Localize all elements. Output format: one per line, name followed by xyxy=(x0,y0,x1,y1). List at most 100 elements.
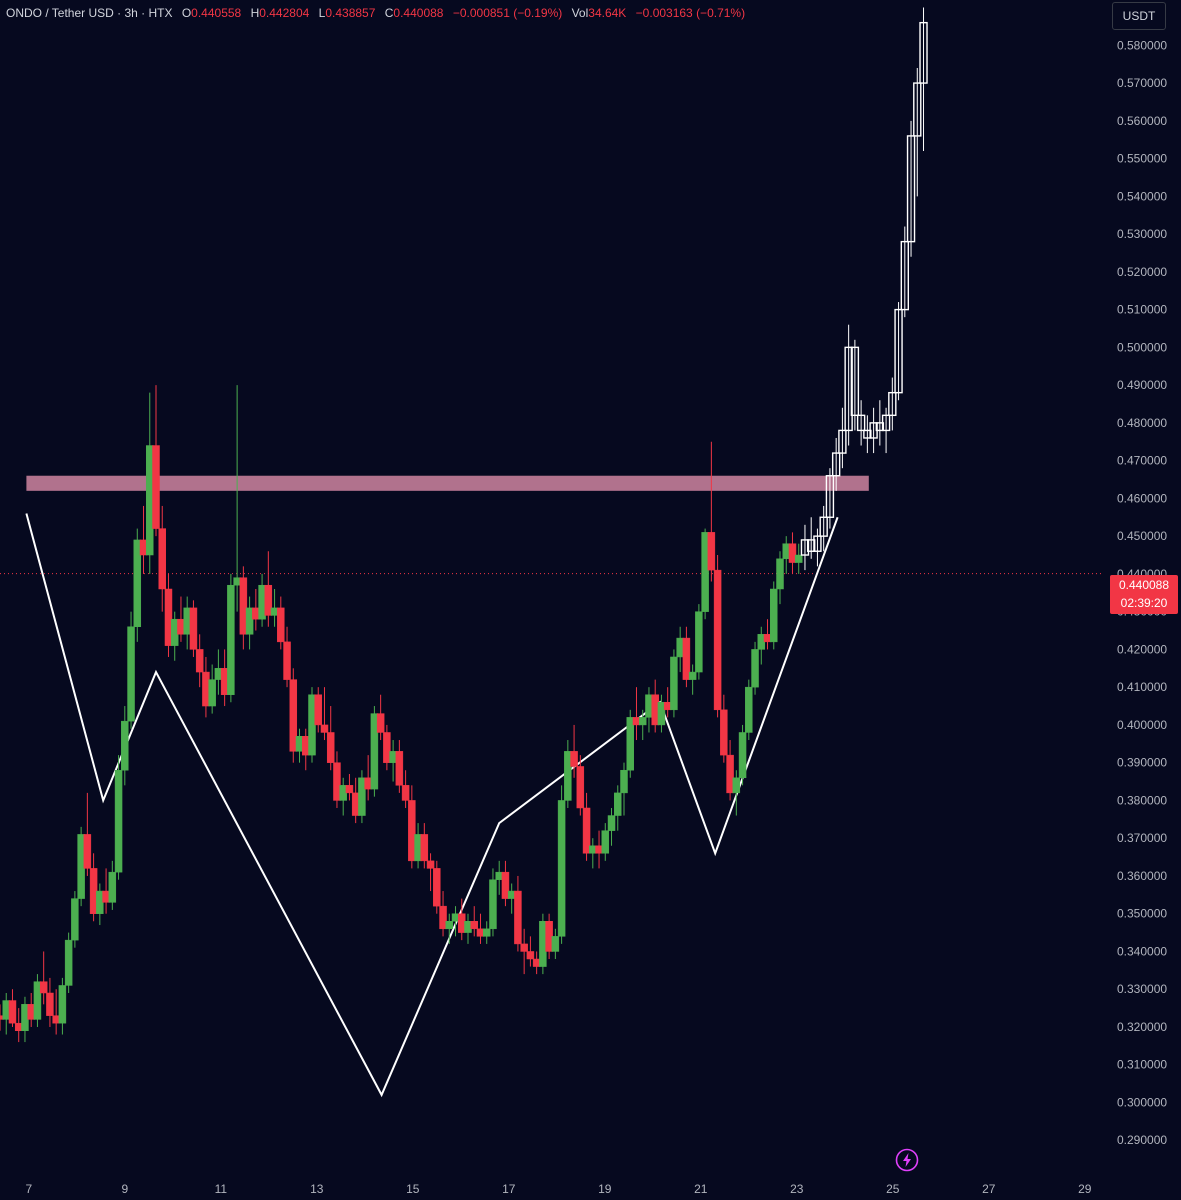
projection-candle-9 xyxy=(856,400,866,446)
candle-body xyxy=(408,800,416,862)
candle-6 xyxy=(33,974,42,1027)
candle-body xyxy=(831,452,841,477)
candle-37 xyxy=(227,573,235,703)
x-tick-label-3: 13 xyxy=(310,1182,324,1196)
y-tick-label-2: 0.310000 xyxy=(1117,1058,1167,1072)
candle-body xyxy=(745,686,753,733)
candle-body xyxy=(875,422,885,432)
candle-72 xyxy=(445,913,454,944)
lightning-icon[interactable] xyxy=(895,1148,919,1172)
y-tick-label-29: 0.580000 xyxy=(1117,38,1167,52)
candle-body xyxy=(545,921,553,952)
close-label: C xyxy=(384,6,394,20)
candle-101 xyxy=(626,709,634,778)
change-value: −0.000851 (−0.19%) xyxy=(452,6,563,20)
candle-body xyxy=(856,414,866,432)
candle-body xyxy=(757,634,766,650)
candle-109 xyxy=(676,626,684,673)
candle-body xyxy=(52,1015,60,1024)
y-tick-label-20: 0.490000 xyxy=(1117,378,1167,392)
candle-4 xyxy=(21,996,29,1043)
candle-body xyxy=(819,516,828,537)
candle-61 xyxy=(376,694,385,741)
candle-19 xyxy=(114,755,123,880)
candle-body xyxy=(21,1004,29,1031)
candle-43 xyxy=(264,551,273,627)
y-tick-label-6: 0.350000 xyxy=(1117,907,1167,921)
candle-body xyxy=(514,890,522,945)
candle-body xyxy=(713,569,722,711)
projection-candle-19 xyxy=(919,7,928,152)
candle-body xyxy=(433,868,441,907)
candle-body xyxy=(482,928,491,937)
candle-47 xyxy=(289,668,298,763)
candle-body xyxy=(900,240,909,311)
candle-56 xyxy=(345,774,354,801)
last-price-value: 0.440088 xyxy=(1118,578,1170,592)
candle-51 xyxy=(314,687,322,733)
candle-119 xyxy=(738,724,747,786)
candle-body xyxy=(881,414,891,432)
candle-108 xyxy=(670,649,678,718)
candle-41 xyxy=(252,589,260,631)
projection-candle-0 xyxy=(800,524,810,571)
candle-76 xyxy=(470,906,478,937)
candle-body xyxy=(102,890,110,903)
candle-body xyxy=(33,981,42,1020)
candle-68 xyxy=(420,823,429,869)
y-tick-label-13: 0.420000 xyxy=(1117,642,1167,656)
candle-59 xyxy=(364,755,372,801)
candle-78 xyxy=(482,921,491,944)
candle-69 xyxy=(426,853,435,892)
y-tick-label-8: 0.370000 xyxy=(1117,831,1167,845)
candle-body xyxy=(738,732,747,779)
candle-body xyxy=(726,754,734,794)
candle-body xyxy=(14,1022,23,1032)
y-tick-label-9: 0.380000 xyxy=(1117,793,1167,807)
symbol-title[interactable]: ONDO / Tether USD · 3h · HTX xyxy=(6,6,173,20)
y-tick-label-24: 0.530000 xyxy=(1117,227,1167,241)
open-value: 0.440558 xyxy=(191,6,242,20)
candle-75 xyxy=(464,913,472,944)
candle-106 xyxy=(657,694,666,733)
candle-105 xyxy=(651,679,659,733)
candle-12 xyxy=(71,891,79,948)
candle-body xyxy=(688,671,697,680)
candle-118 xyxy=(732,770,741,816)
candle-body xyxy=(638,717,647,726)
candle-11 xyxy=(64,932,73,993)
candle-body xyxy=(844,346,853,432)
x-tick-label-7: 21 xyxy=(694,1182,708,1196)
candle-92 xyxy=(570,724,578,778)
candle-63 xyxy=(389,740,397,782)
projection-candle-7 xyxy=(844,324,853,446)
candle-104 xyxy=(645,687,653,733)
candle-body xyxy=(720,709,728,756)
candle-116 xyxy=(720,694,728,763)
candle-88 xyxy=(545,913,553,960)
candle-body xyxy=(919,21,928,84)
candle-body xyxy=(308,694,316,756)
candle-65 xyxy=(401,770,410,808)
candle-22 xyxy=(133,528,142,642)
candle-114 xyxy=(707,441,716,582)
candle-29 xyxy=(177,596,185,642)
candle-body xyxy=(152,445,160,529)
candle-122 xyxy=(757,626,766,665)
candle-body xyxy=(133,539,142,628)
candle-111 xyxy=(688,664,697,695)
candle-28 xyxy=(170,611,179,661)
candle-body xyxy=(252,607,260,620)
currency-unit-button[interactable]: USDT xyxy=(1112,2,1166,30)
y-tick-label-22: 0.510000 xyxy=(1117,303,1167,317)
candle-body xyxy=(526,951,535,960)
y-tick-label-21: 0.500000 xyxy=(1117,340,1167,354)
projection-candle-10 xyxy=(863,415,872,454)
candle-50 xyxy=(308,687,316,763)
x-tick-label-8: 23 xyxy=(790,1182,804,1196)
candle-body xyxy=(551,936,560,952)
candle-124 xyxy=(770,581,778,650)
candle-44 xyxy=(270,589,279,627)
candle-49 xyxy=(302,728,310,771)
